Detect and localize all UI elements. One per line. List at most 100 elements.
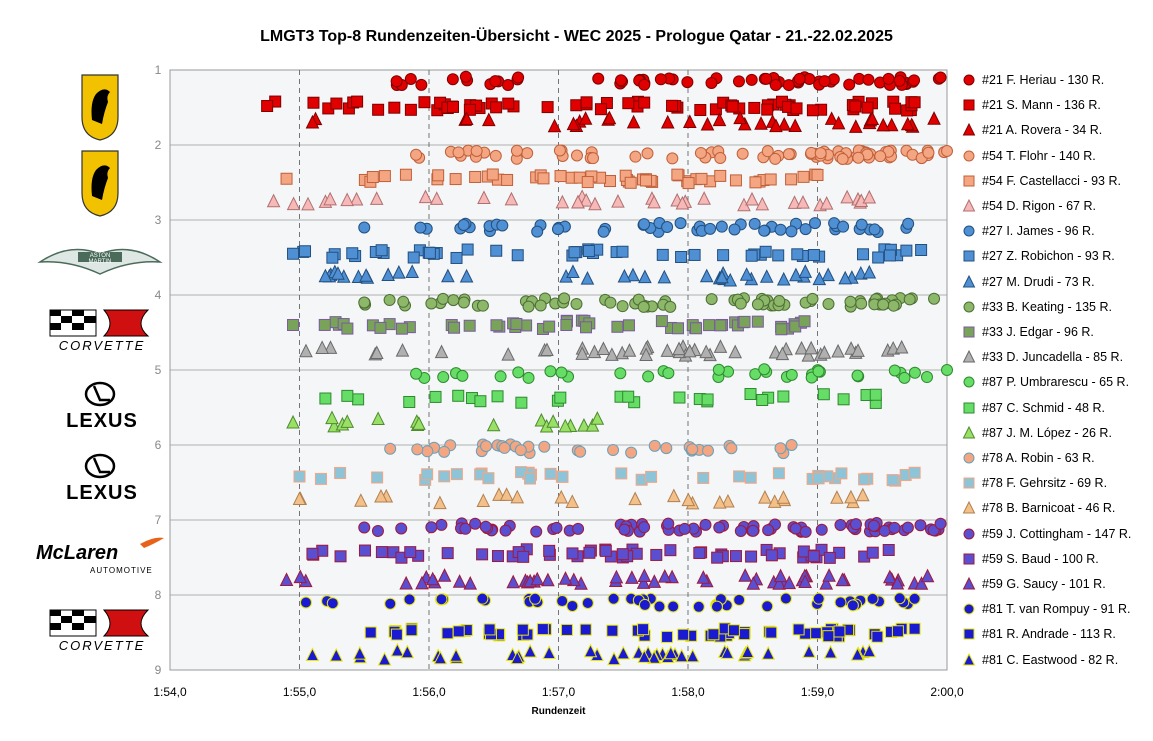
- data-point: [599, 544, 612, 557]
- series-14: [319, 388, 882, 409]
- data-point: [624, 176, 637, 189]
- data-point: [900, 244, 913, 257]
- legend-marker: [963, 225, 975, 237]
- data-point: [404, 72, 417, 85]
- data-point: [871, 630, 884, 643]
- legend-label: #87 P. Umbrarescu - 65 R.: [982, 375, 1130, 390]
- data-point: [491, 550, 504, 563]
- legend-marker-icon: [962, 501, 976, 514]
- data-point: [726, 100, 739, 113]
- data-point: [772, 576, 786, 590]
- data-point: [712, 495, 727, 509]
- data-point: [352, 645, 367, 660]
- data-point: [908, 622, 921, 635]
- data-point: [541, 572, 555, 587]
- data-point: [571, 194, 585, 209]
- legend-marker-icon: [962, 199, 976, 212]
- data-point: [580, 321, 593, 334]
- data-point: [425, 571, 440, 586]
- y-tick-label: 4: [155, 288, 162, 302]
- data-point: [674, 217, 687, 230]
- data-point: [637, 300, 650, 313]
- data-point: [898, 371, 911, 384]
- data-point: [279, 572, 294, 586]
- data-point: [547, 118, 562, 133]
- data-point: [850, 647, 865, 661]
- data-point: [858, 473, 871, 486]
- data-point: [536, 623, 549, 636]
- data-point: [749, 176, 762, 189]
- data-point: [358, 296, 371, 309]
- data-point: [728, 223, 741, 236]
- data-point: [530, 571, 545, 586]
- data-point: [372, 103, 385, 116]
- data-point: [486, 417, 501, 432]
- logo-subtext: AUTOMOTIVE: [90, 566, 153, 575]
- data-point: [307, 96, 320, 109]
- data-point: [448, 321, 461, 334]
- data-point: [831, 115, 846, 130]
- data-point: [459, 70, 472, 83]
- legend-label: #21 A. Rovera - 34 R.: [982, 123, 1103, 138]
- data-point: [761, 646, 776, 660]
- data-point: [638, 218, 651, 231]
- data-point: [751, 298, 764, 311]
- data-point: [450, 251, 463, 264]
- y-tick-label: 6: [155, 438, 162, 452]
- data-point: [713, 339, 728, 353]
- legend-marker: [962, 501, 976, 514]
- data-point: [568, 246, 581, 259]
- data-point: [512, 71, 525, 84]
- data-point: [395, 522, 408, 535]
- data-point: [769, 152, 782, 165]
- series-10: [358, 292, 941, 313]
- legend-label: #33 J. Edgar - 96 R.: [982, 325, 1094, 339]
- data-point: [748, 101, 761, 114]
- data-point: [740, 644, 755, 659]
- series-20: [306, 543, 895, 564]
- data-point: [452, 625, 465, 638]
- data-point: [570, 297, 583, 310]
- data-point: [785, 225, 798, 238]
- data-point: [671, 168, 684, 181]
- data-point: [556, 470, 569, 483]
- data-point: [371, 471, 384, 484]
- data-point: [734, 525, 747, 538]
- data-point: [429, 191, 444, 205]
- data-point: [502, 97, 515, 110]
- legend-marker: [963, 477, 975, 489]
- data-point: [812, 472, 825, 485]
- legend-label: #33 D. Juncadella - 85 R.: [982, 350, 1124, 365]
- data-point: [352, 393, 365, 406]
- data-point: [615, 467, 628, 480]
- data-point: [541, 101, 554, 114]
- data-point: [637, 649, 652, 663]
- data-point: [821, 267, 835, 282]
- data-point: [779, 592, 792, 605]
- data-point: [662, 367, 675, 380]
- data-point: [441, 268, 455, 283]
- data-point: [580, 271, 595, 285]
- legend-label: #59 G. Saucy - 101 R.: [982, 577, 1106, 591]
- data-point: [702, 444, 715, 457]
- data-point: [657, 569, 672, 583]
- data-point: [807, 550, 820, 563]
- data-point: [844, 295, 857, 308]
- data-point: [554, 391, 567, 404]
- series-12: [299, 339, 909, 362]
- data-point: [776, 271, 791, 286]
- data-point: [325, 410, 339, 425]
- data-point: [819, 576, 834, 590]
- data-point: [866, 592, 879, 605]
- data-point: [809, 627, 822, 640]
- data-point: [452, 389, 465, 402]
- data-point: [835, 572, 850, 587]
- data-point: [570, 99, 583, 112]
- series-9: [318, 264, 877, 287]
- data-point: [761, 103, 774, 116]
- lexus-icon: LEXUS: [30, 380, 170, 450]
- data-point: [711, 551, 724, 564]
- data-point: [902, 217, 915, 230]
- legend-marker: [962, 274, 976, 288]
- legend-item: #27 I. James - 96 R.: [962, 221, 1095, 241]
